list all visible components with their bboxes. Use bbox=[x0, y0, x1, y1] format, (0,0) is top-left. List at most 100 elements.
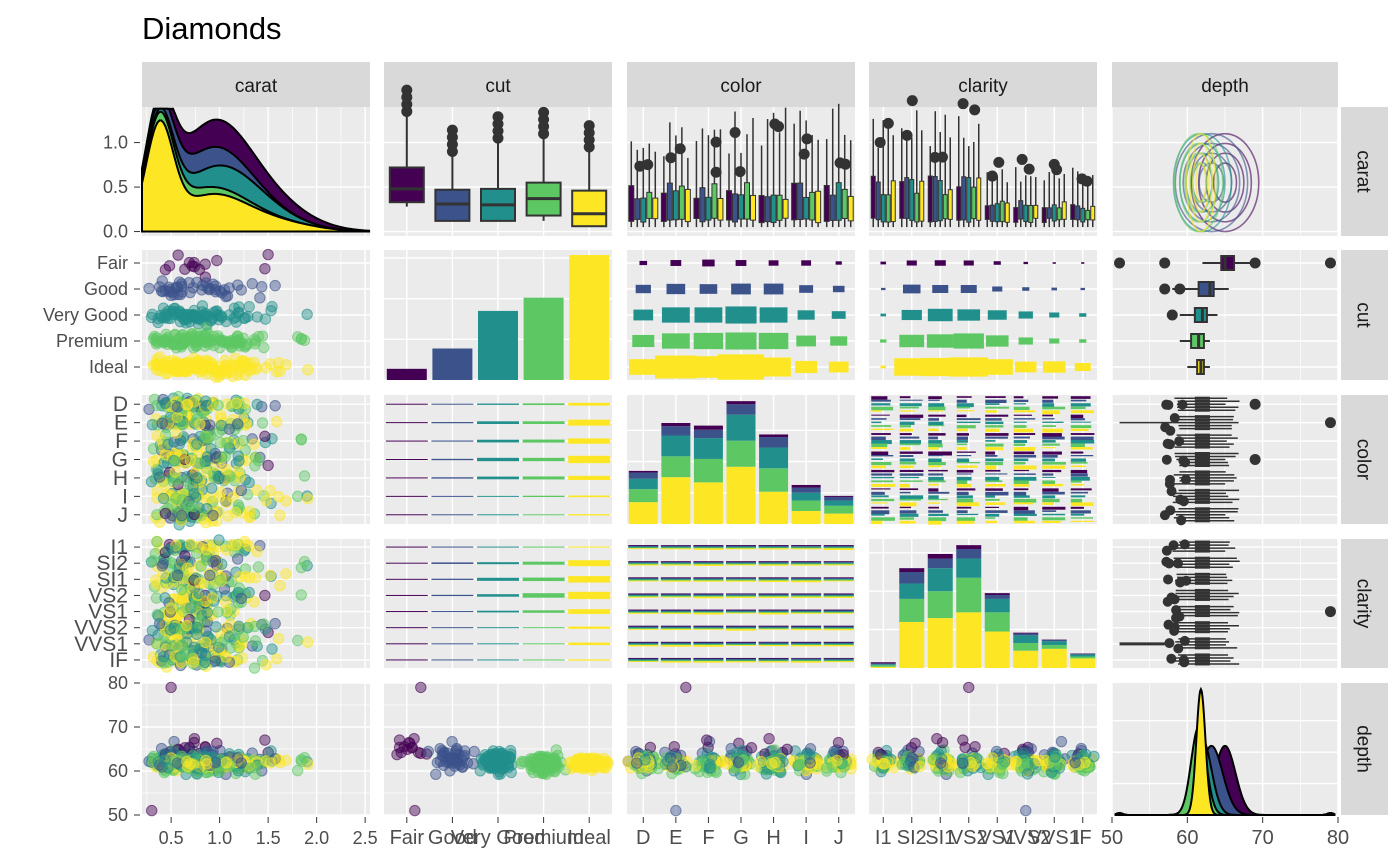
tile bbox=[928, 506, 940, 509]
tile bbox=[928, 399, 940, 401]
data-point bbox=[230, 539, 242, 551]
data-point bbox=[190, 547, 203, 560]
tile bbox=[1042, 520, 1061, 523]
box-body bbox=[1194, 591, 1210, 595]
strip-label-clarity: clarity bbox=[958, 76, 1008, 97]
tile bbox=[660, 645, 691, 647]
tile bbox=[987, 310, 1007, 320]
box-body bbox=[1194, 581, 1210, 585]
tile bbox=[928, 418, 939, 421]
box-body bbox=[1194, 513, 1210, 517]
box-body bbox=[1194, 470, 1210, 474]
tile bbox=[1052, 262, 1056, 264]
box-body bbox=[1194, 662, 1210, 666]
box-body bbox=[1194, 427, 1210, 431]
tile bbox=[1042, 517, 1066, 521]
tile bbox=[899, 433, 912, 436]
data-point bbox=[249, 635, 262, 647]
box-body bbox=[758, 195, 765, 224]
data-point bbox=[145, 311, 158, 324]
panel-depth-clarity bbox=[866, 681, 1100, 817]
strip-label-depth: depth bbox=[1201, 76, 1249, 97]
box-body bbox=[1194, 433, 1210, 437]
tile bbox=[1070, 428, 1089, 432]
tile bbox=[1042, 421, 1064, 423]
data-point bbox=[732, 756, 745, 769]
tile bbox=[660, 578, 691, 579]
tile bbox=[871, 458, 884, 460]
tick-label-color: J bbox=[118, 504, 129, 527]
tile bbox=[956, 491, 969, 496]
tile bbox=[693, 547, 724, 549]
tile bbox=[1079, 339, 1087, 343]
tile bbox=[629, 359, 658, 375]
tile bbox=[985, 418, 1002, 421]
tile bbox=[639, 260, 648, 266]
data-point bbox=[200, 758, 213, 770]
data-point bbox=[272, 357, 285, 369]
bar-segment bbox=[628, 470, 658, 473]
panel-clarity-cut bbox=[384, 539, 612, 668]
tile bbox=[1023, 261, 1029, 265]
box-body bbox=[738, 194, 744, 220]
tile bbox=[823, 578, 854, 580]
data-point bbox=[165, 363, 177, 376]
tile bbox=[985, 502, 1006, 505]
outlier-point bbox=[734, 166, 746, 178]
outlier-point bbox=[1165, 474, 1176, 485]
tile bbox=[726, 580, 756, 582]
outlier-point bbox=[1166, 309, 1178, 321]
box-body bbox=[1194, 497, 1210, 501]
tile bbox=[1070, 458, 1087, 462]
bar-segment bbox=[870, 666, 896, 668]
data-point bbox=[159, 754, 171, 766]
data-point bbox=[220, 651, 232, 663]
box-body bbox=[1194, 597, 1210, 601]
tile bbox=[956, 440, 968, 443]
data-point bbox=[200, 277, 212, 289]
outlier-point bbox=[882, 117, 894, 129]
data-point bbox=[184, 538, 197, 551]
box-body bbox=[919, 180, 925, 222]
box-body bbox=[1018, 200, 1024, 220]
tile bbox=[726, 612, 756, 614]
data-point bbox=[295, 589, 307, 601]
outlier-point bbox=[773, 121, 785, 133]
box-body bbox=[646, 191, 653, 219]
data-point bbox=[831, 754, 843, 767]
data-point bbox=[234, 471, 246, 484]
tile bbox=[660, 628, 691, 631]
bar-segment bbox=[628, 489, 658, 503]
data-point bbox=[272, 754, 285, 766]
tile bbox=[1070, 506, 1084, 509]
tick-label-carat: 2.5 bbox=[353, 828, 378, 848]
box-body bbox=[705, 196, 712, 221]
box-body bbox=[927, 175, 933, 223]
box-body bbox=[1004, 202, 1010, 223]
tile bbox=[953, 333, 984, 349]
tile bbox=[871, 480, 894, 483]
tile bbox=[985, 440, 996, 442]
tile bbox=[477, 577, 519, 581]
box-body bbox=[1194, 415, 1210, 419]
data-point bbox=[422, 745, 435, 758]
outlier-point bbox=[1159, 283, 1171, 295]
panel-color-carat bbox=[142, 390, 370, 531]
data-point bbox=[179, 334, 191, 346]
data-point bbox=[252, 561, 265, 573]
tile bbox=[1042, 436, 1065, 440]
tile bbox=[1042, 447, 1056, 449]
outlier-point bbox=[1173, 643, 1184, 654]
bar-segment bbox=[927, 591, 953, 619]
data-point bbox=[272, 632, 285, 645]
box-body bbox=[1061, 201, 1067, 220]
tick-label-depth: 60 bbox=[1176, 827, 1198, 849]
box-body bbox=[989, 204, 995, 222]
density-contour bbox=[1188, 142, 1213, 223]
tile bbox=[956, 476, 972, 481]
data-point bbox=[220, 756, 232, 769]
tile bbox=[831, 311, 846, 319]
tile bbox=[1070, 396, 1091, 399]
tile bbox=[431, 458, 474, 461]
tile bbox=[899, 440, 922, 444]
